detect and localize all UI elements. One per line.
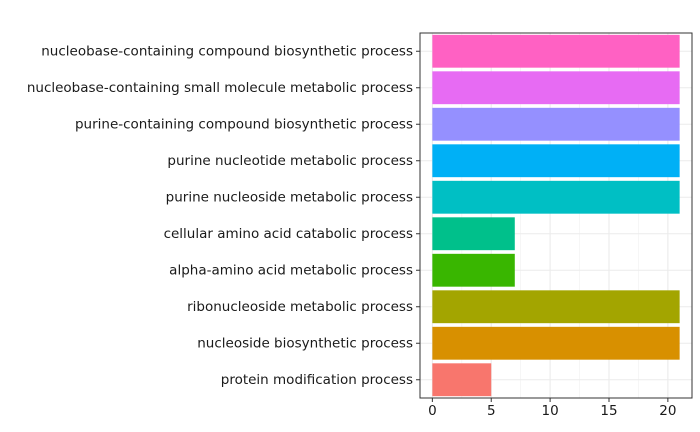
y-tick-label: purine nucleotide metabolic process xyxy=(167,153,413,169)
bar xyxy=(432,71,680,105)
bar xyxy=(432,107,680,141)
x-axis: 0 5 10 15 20 xyxy=(428,398,676,419)
x-tick-label: 15 xyxy=(600,403,617,419)
bar xyxy=(432,180,680,214)
bar xyxy=(432,290,680,324)
y-tick-label: ribonucleoside metabolic process xyxy=(187,299,413,315)
bars xyxy=(432,34,680,397)
x-tick-label: 10 xyxy=(542,403,559,419)
y-tick-label: nucleobase-containing small molecule met… xyxy=(27,80,413,96)
y-tick-label: alpha-amino acid metabolic process xyxy=(169,262,413,278)
panel-border xyxy=(419,32,693,399)
x-tick-label: 5 xyxy=(487,403,496,419)
bar xyxy=(432,363,492,397)
bar xyxy=(432,217,515,251)
bar xyxy=(432,326,680,360)
y-tick-label: cellular amino acid catabolic process xyxy=(164,226,413,242)
x-tick-label: 20 xyxy=(659,403,676,419)
y-tick-label: nucleoside biosynthetic process xyxy=(197,335,413,351)
x-tick-label: 0 xyxy=(428,403,437,419)
y-tick-label: purine nucleoside metabolic process xyxy=(166,189,413,205)
bar xyxy=(432,34,680,68)
y-axis: nucleobase-containing compound biosynthe… xyxy=(27,43,420,388)
y-tick-label: purine-containing compound biosynthetic … xyxy=(75,116,413,132)
bar xyxy=(432,253,515,287)
bar xyxy=(432,144,680,178)
y-tick-label: protein modification process xyxy=(221,372,413,388)
y-tick-label: nucleobase-containing compound biosynthe… xyxy=(41,43,413,59)
